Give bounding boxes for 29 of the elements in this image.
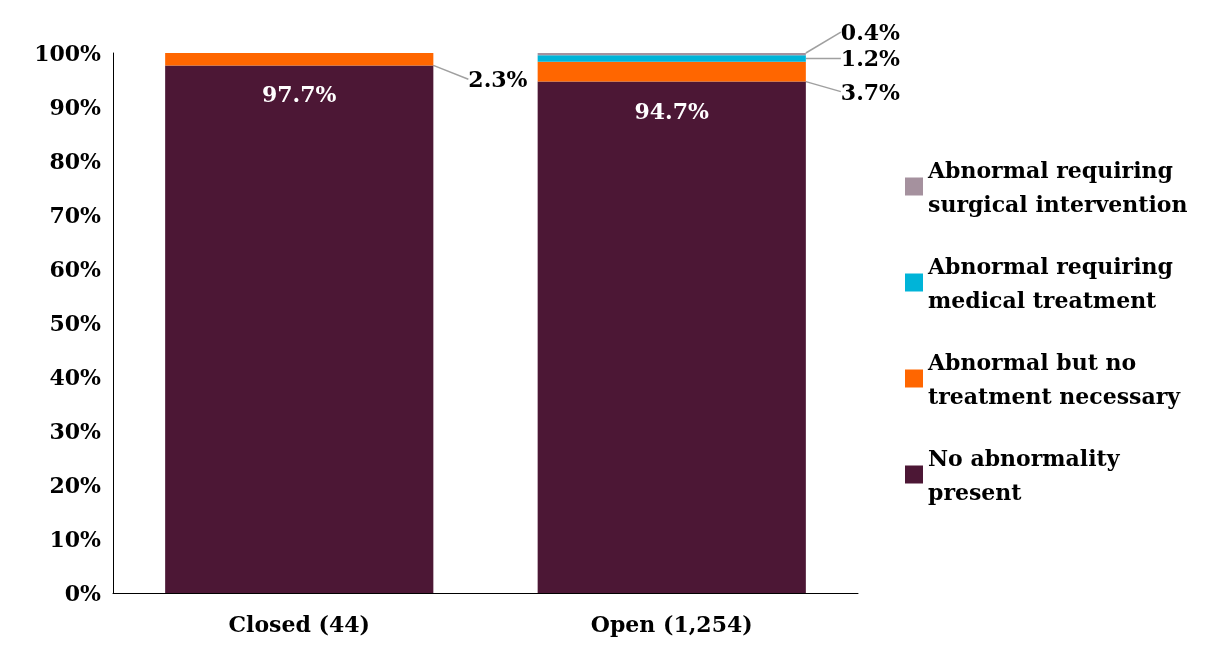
y-tick-label: 50% [49,310,102,336]
y-tick-label: 70% [49,202,102,228]
bar [537,61,806,82]
y-tick-label: 80% [49,148,102,174]
bar [165,53,434,66]
y-tick-label: 0% [64,580,102,606]
data-label: 94.7% [634,97,710,124]
x-tick-label: Closed (44) [228,611,370,637]
bar [165,65,434,593]
y-tick-label: 90% [49,94,102,120]
y-tick-label: 40% [49,364,102,390]
bar [537,53,806,56]
bar [537,81,806,593]
data-label: 0.4% [840,19,901,46]
legend-label: Abnormal requiring surgical intervention [927,156,1188,217]
y-tick-label: 10% [49,526,102,552]
data-label: 1.2% [840,45,901,72]
data-label: 2.3% [468,66,528,93]
y-tick-label: 20% [49,472,102,498]
legend-label: Abnormal requiring medical treatment [927,252,1181,313]
y-tick-label: 60% [49,256,102,282]
legend-label: No abnormality present [928,444,1128,505]
y-tick-label: 30% [49,418,102,444]
y-tick-label: 100% [34,40,102,66]
bar [537,55,806,62]
data-label: 97.7% [262,81,337,108]
legend-label: Abnormal but no treatment necessary [927,348,1182,409]
x-tick-label: Open (1,254) [590,611,753,637]
data-label: 3.7% [840,78,901,105]
